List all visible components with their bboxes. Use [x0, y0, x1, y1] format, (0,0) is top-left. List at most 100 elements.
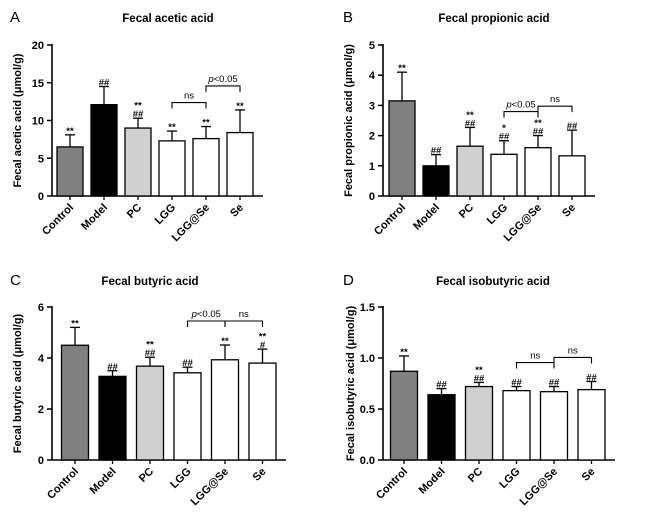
significance-marker: ## — [431, 146, 442, 157]
significance-marker: ** — [400, 347, 408, 358]
y-tick-label: 3 — [369, 100, 375, 112]
x-tick-label: LGG — [485, 202, 510, 227]
p-symbol: p — [207, 74, 213, 85]
bar-pc — [135, 365, 165, 461]
significance-marker: ** — [466, 110, 474, 121]
panel-letter: A — [10, 9, 20, 26]
y-tick-label: 1 — [369, 161, 375, 173]
p-value: <0.05 — [197, 309, 221, 320]
comparison-label: p<0.05 — [191, 309, 221, 320]
y-tick-label: 0 — [38, 455, 44, 467]
x-tick-label: Control — [374, 466, 410, 502]
significance-marker: ** — [146, 340, 154, 351]
p-value: ns — [239, 309, 249, 320]
y-axis-label: Fecal acetic acid (μmol/g) — [12, 53, 24, 187]
bar-se — [226, 131, 254, 197]
bar-se — [558, 155, 586, 197]
significance-marker: ## — [99, 78, 110, 89]
y-tick-label: 0.0 — [360, 455, 375, 467]
x-tick-label: LGG — [153, 202, 178, 227]
bar-control — [56, 146, 84, 197]
bar-lgg-se — [539, 391, 569, 461]
bar-control — [388, 100, 416, 197]
y-axis-label: Fecal butyric acid (μmol/g) — [12, 313, 24, 453]
x-tick-label: Se — [251, 466, 269, 484]
x-tick-label: LGG@Se — [170, 202, 212, 244]
x-tick-label: LGG — [497, 466, 522, 491]
significance-marker: ** — [236, 101, 244, 112]
significance-marker: ## — [107, 362, 118, 373]
comparison-label: ns — [550, 94, 560, 105]
x-tick-label: LGG@Se — [189, 466, 231, 508]
y-tick-label: 4 — [369, 70, 376, 82]
significance-marker: ## — [499, 132, 510, 143]
significance-marker: ** — [475, 365, 483, 376]
bar-model — [422, 165, 450, 197]
x-tick-label: Se — [228, 202, 246, 220]
significance-marker: ** — [202, 118, 210, 129]
significance-marker: ## — [145, 348, 156, 359]
chart-panel-d: D Fecal isobutyric acid Fecal isobutyric a… — [343, 272, 615, 508]
significance-marker: ## — [567, 121, 578, 132]
x-tick-label: PC — [457, 202, 476, 221]
significance-marker: ## — [465, 118, 476, 129]
x-tick-label: Control — [45, 466, 81, 502]
x-tick-label: PC — [137, 466, 156, 485]
bar-pc — [464, 385, 494, 461]
p-value: <0.05 — [214, 74, 238, 85]
comparison-label: ns — [184, 91, 194, 102]
panel-letter: C — [10, 272, 21, 289]
chart-title: Fecal isobutyric acid — [436, 276, 550, 288]
significance-marker: ** — [398, 63, 406, 74]
chart-panel-b: B Fecal propionic acid Fecal propionic aci… — [343, 9, 595, 244]
bar-lgg-se — [524, 147, 552, 197]
p-symbol: p — [191, 309, 197, 320]
y-tick-label: 6 — [38, 302, 44, 314]
bar-lgg-se — [210, 359, 240, 461]
y-axis-label: Fecal isobutyric acid (μmol/g) — [345, 306, 357, 462]
significance-marker: ## — [549, 378, 560, 389]
x-tick-label: PC — [125, 202, 144, 221]
x-tick-label: LGG@Se — [518, 466, 560, 508]
comparison-label: p<0.05 — [505, 100, 535, 111]
comparison-label: p<0.05 — [207, 74, 237, 85]
x-tick-label: Se — [580, 466, 598, 484]
x-tick-label: PC — [466, 466, 485, 485]
x-tick-label: Model — [88, 466, 119, 497]
y-axis-label: Fecal propionic acid (μmol/g) — [343, 44, 355, 197]
bar-se — [577, 388, 606, 461]
significance-marker: ** — [71, 318, 79, 329]
x-tick-label: LGG@Se — [502, 202, 544, 244]
y-tick-label: 1.5 — [360, 302, 375, 314]
significance-marker: ## — [133, 109, 144, 120]
comparison-bracket — [537, 105, 573, 113]
bar-lgg — [502, 389, 531, 461]
y-tick-label: 5 — [369, 40, 375, 52]
x-tick-label: LGG — [168, 466, 193, 491]
comparison-bracket — [205, 85, 241, 92]
comparison-bracket — [515, 362, 555, 369]
y-tick-label: 1.0 — [360, 353, 375, 365]
significance-marker: ## — [474, 373, 485, 384]
bar-model — [427, 394, 456, 461]
y-tick-label: 15 — [32, 78, 44, 90]
comparison-bracket — [224, 320, 264, 327]
p-symbol: p — [505, 100, 511, 111]
bar-control — [60, 344, 90, 461]
significance-marker: ** — [66, 126, 74, 137]
y-tick-label: 0 — [38, 191, 44, 203]
bar-lgg — [158, 140, 186, 197]
significance-marker: ## — [182, 358, 193, 369]
significance-marker: ## — [511, 378, 522, 389]
y-tick-label: 4 — [38, 353, 45, 365]
y-tick-label: 2 — [369, 131, 375, 143]
chart-title: Fecal butyric acid — [101, 276, 198, 288]
significance-marker: ## — [533, 127, 544, 138]
bar-model — [98, 375, 127, 461]
bar-se — [248, 362, 277, 461]
bar-model — [90, 103, 118, 197]
chart-title: Fecal propionic acid — [438, 13, 549, 25]
significance-marker: * — [502, 123, 506, 134]
comparison-label: ns — [239, 309, 249, 320]
significance-marker: ** — [168, 122, 176, 133]
